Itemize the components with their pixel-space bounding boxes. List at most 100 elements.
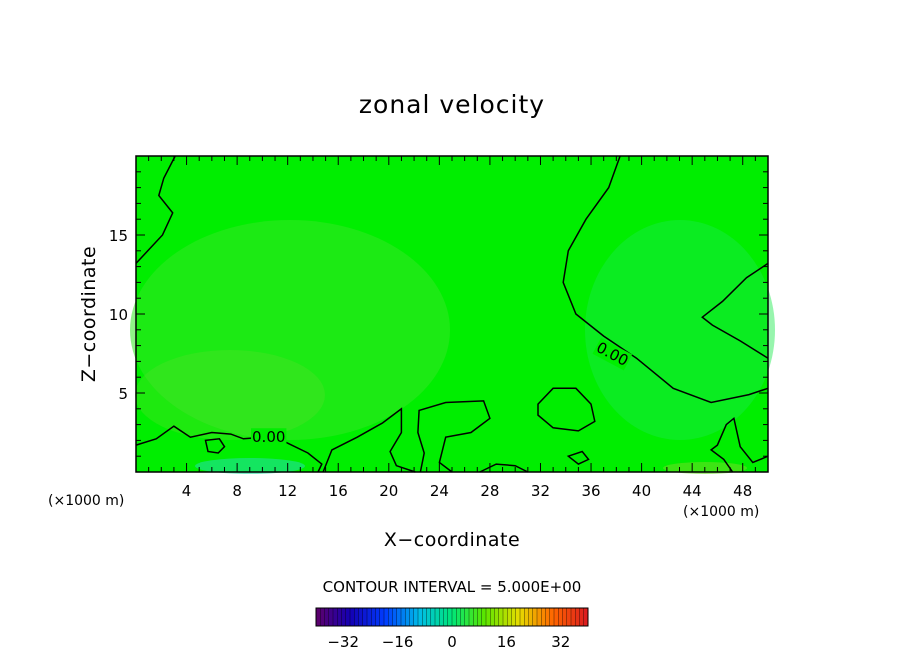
colorbar-cell (324, 608, 330, 626)
x-tick-label: 48 (733, 482, 752, 500)
y-unit-label: (×1000 m) (48, 493, 124, 509)
colorbar-cell (473, 608, 478, 626)
colorbar-cell (405, 608, 410, 626)
contour-bottom-left (135, 425, 323, 473)
colorbar-cell (443, 608, 449, 626)
colorbar-tick-label: 0 (447, 633, 457, 651)
contour-bottom-right-patch (709, 416, 769, 473)
colorbar-cell (435, 608, 440, 626)
colorbar-cell (549, 608, 555, 626)
x-axis-label: X−coordinate (384, 529, 520, 551)
contour-label-bg (251, 428, 287, 447)
colorbar-cell (375, 608, 381, 626)
y-tick-label: 10 (109, 306, 128, 324)
contour-label-bg (592, 337, 633, 371)
colorbar-cell (481, 608, 487, 626)
colorbar-cell (384, 608, 389, 626)
colorbar-cell (337, 608, 342, 626)
x-tick-label: 40 (632, 482, 651, 500)
colorbar-cell (528, 608, 534, 626)
colorbar-cell (430, 608, 436, 626)
chart-title: zonal velocity (359, 90, 545, 119)
colorbar-cell (566, 608, 572, 626)
colorbar-cell (341, 608, 347, 626)
colorbar-cell (333, 608, 338, 626)
contour-oval-32-36 (537, 387, 596, 432)
contour-bottom-center (417, 400, 491, 473)
colorbar-tick-label: −16 (382, 633, 414, 651)
colorbar-cell (558, 608, 563, 626)
x-tick-label: 16 (329, 482, 348, 500)
field-shading-west (130, 220, 450, 440)
contour-bottom-mid (322, 407, 416, 473)
y-tick-label: 5 (118, 385, 128, 403)
x-tick-label: 32 (531, 482, 550, 500)
x-tick-label: 24 (430, 482, 449, 500)
field-shading-lowwest (135, 350, 325, 440)
colorbar-cell (494, 608, 500, 626)
contour-small-ring-1 (204, 438, 226, 454)
contour-interval-label: CONTOUR INTERVAL = 5.000E+00 (323, 578, 582, 596)
contour-upper-right (562, 155, 769, 404)
x-tick-label: 20 (379, 482, 398, 500)
contour-small-ring-2 (566, 450, 590, 465)
colorbar-cell (358, 608, 364, 626)
colorbar-cell (401, 608, 406, 626)
colorbar-cell (541, 608, 546, 626)
colorbar-cell (460, 608, 466, 626)
x-tick-label: 36 (581, 482, 600, 500)
colorbar-cell (345, 608, 351, 626)
colorbar-cell (418, 608, 423, 626)
colorbar-cell (350, 608, 355, 626)
colorbar-frame (315, 607, 589, 627)
contour-far-right-upper (701, 262, 769, 359)
colorbar-cell (409, 608, 415, 626)
colorbar-cell (511, 608, 517, 626)
colorbar-cell (392, 608, 398, 626)
colorbar-cells (316, 608, 589, 626)
field-shading-east (585, 220, 775, 440)
colorbar-cell (490, 608, 495, 626)
y-axis-label: Z−coordinate (78, 246, 100, 382)
colorbar-cell (477, 608, 483, 626)
colorbar-cell (388, 608, 393, 626)
colorbar-cell (469, 608, 474, 626)
field-shading-bottom (195, 458, 305, 474)
colorbar-cell (520, 608, 525, 626)
colorbar-cell (439, 608, 444, 626)
x-tick-label: 28 (480, 482, 499, 500)
colorbar-cell (354, 608, 359, 626)
colorbar-cell (524, 608, 529, 626)
colorbar-cell (320, 608, 325, 626)
colorbar-cell (515, 608, 521, 626)
x-tick-label: 44 (683, 482, 702, 500)
colorbar-cell (571, 608, 576, 626)
contour-upper-left (135, 155, 176, 264)
zero-contours (135, 155, 769, 473)
plot-area: 0.00 0.00 (130, 155, 775, 474)
x-tick-label: 8 (232, 482, 242, 500)
colorbar-cell (545, 608, 551, 626)
colorbar: −32 −16 0 16 32 (315, 607, 589, 651)
colorbar-cell (371, 608, 376, 626)
colorbar-cell (579, 608, 585, 626)
colorbar-cell (447, 608, 453, 626)
colorbar-cell (362, 608, 368, 626)
colorbar-tick-label: 16 (497, 633, 516, 651)
colorbar-cell (452, 608, 457, 626)
colorbar-cell (486, 608, 491, 626)
colorbar-cell (426, 608, 432, 626)
colorbar-cell (498, 608, 504, 626)
colorbar-cell (316, 608, 321, 626)
colorbar-cell (507, 608, 512, 626)
x-unit-label: (×1000 m) (683, 504, 759, 520)
contour-bottom-segment (479, 463, 529, 473)
colorbar-cell (503, 608, 508, 626)
x-tick-labels: 4 8 12 16 20 24 28 32 36 40 44 48 (182, 482, 752, 500)
x-tick-label: 12 (278, 482, 297, 500)
colorbar-cell (575, 608, 580, 626)
colorbar-cell (422, 608, 427, 626)
colorbar-cell (537, 608, 542, 626)
colorbar-cell (583, 608, 589, 626)
